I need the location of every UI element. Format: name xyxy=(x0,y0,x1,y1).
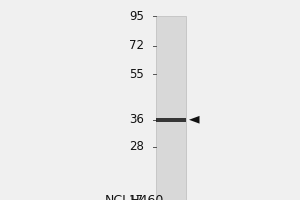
Text: 36: 36 xyxy=(129,113,144,126)
Text: 17: 17 xyxy=(129,194,144,200)
Text: 28: 28 xyxy=(129,140,144,153)
Text: 95: 95 xyxy=(129,9,144,22)
Text: 55: 55 xyxy=(129,68,144,81)
Polygon shape xyxy=(189,116,200,124)
Bar xyxy=(156,16,186,200)
Bar xyxy=(156,118,186,122)
Text: NCI-H460: NCI-H460 xyxy=(105,194,164,200)
Text: 72: 72 xyxy=(129,39,144,52)
